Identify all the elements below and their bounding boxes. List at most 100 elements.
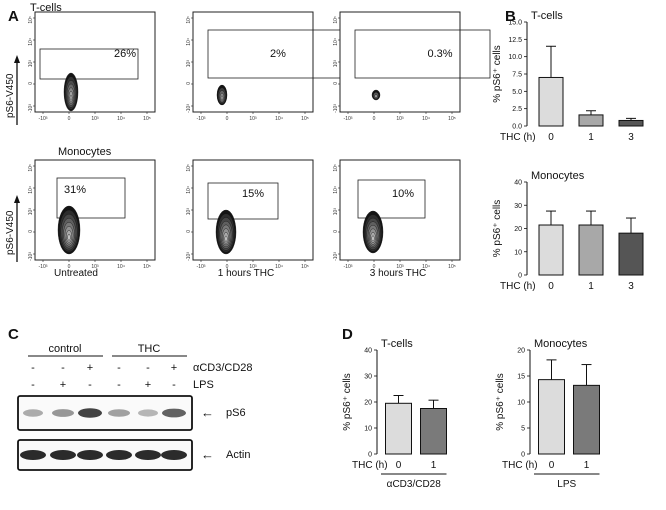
x-tick-label: 0	[548, 281, 554, 292]
gate	[354, 29, 491, 79]
plot-frame	[339, 159, 461, 261]
x-tick-label: -10³	[39, 264, 48, 270]
bar-chart-b-bottom: Monocytes 0 10 20 30 40 % pS6⁺ cells 0 1 3 THC (h)	[492, 170, 644, 292]
row-label-lps: LPS	[193, 379, 214, 391]
x-tick-label: 10⁵	[448, 264, 456, 270]
ps6-band-lane-5	[138, 409, 158, 417]
chart-title: Monocytes	[531, 170, 585, 182]
x-tick-label: 10⁵	[143, 264, 151, 270]
flow-plot-tcell-2: 10⁵ 10⁴ 10³ 0 -10³ -10³ 0 10³ 10⁴ 10⁵ 0.3%	[333, 11, 491, 122]
gate	[39, 48, 139, 80]
x-axis-label: THC (h)	[502, 460, 538, 471]
y-tick-label: -10³	[333, 252, 339, 261]
x-tick-label: 0	[373, 116, 376, 122]
x-tick-label: 0	[226, 264, 229, 270]
condition-label-untreated: Untreated	[54, 268, 98, 279]
y-tick-label: -10³	[333, 104, 339, 113]
bar-3	[618, 232, 644, 276]
panel-letter-b: B	[505, 8, 516, 25]
bar-0	[538, 224, 564, 276]
y-tick-label: 20	[517, 348, 525, 355]
group-label-thc: THC	[138, 343, 161, 355]
y-tick-label: 20	[364, 400, 372, 407]
x-tick-label: 0	[226, 116, 229, 122]
y-tick-label: 5.0	[512, 89, 522, 96]
lps-sign-lane-3: -	[88, 379, 92, 391]
bar-1	[578, 114, 604, 127]
y-tick-label: 30	[514, 203, 522, 210]
y-tick-label: 0	[28, 82, 34, 85]
bar-charts: T-cells 0.0 2.5 5.0 7.5 10.0 12.5 15.0 % pS6⁺ ce…	[342, 10, 644, 490]
population-contour	[216, 84, 228, 106]
y-tick-label: 0	[518, 273, 522, 280]
y-axis-label: % pS6⁺ cells	[492, 45, 503, 103]
flow-plot-mono-0: 10⁵ 10⁴ 10³ 0 -10³ -10³ 0 10³ 10⁴ 10⁵ 31%	[28, 159, 156, 270]
gate-percent: 0.3%	[427, 48, 452, 60]
x-tick-label: 10³	[249, 264, 257, 270]
y-tick-label: 10⁴	[28, 186, 34, 194]
arrow-ps6: ←	[201, 405, 214, 420]
plot-frame	[192, 159, 314, 261]
y-tick-label: 10⁴	[28, 38, 34, 46]
x-tick-label: 10⁵	[448, 116, 456, 122]
bar-1	[578, 224, 604, 276]
y-tick-label: 0	[521, 452, 525, 459]
x-tick-label: 0	[396, 460, 402, 471]
y-tick-label: 10⁵	[186, 16, 192, 24]
x-tick-label: 1	[431, 460, 437, 471]
actin-band-lane-4	[106, 450, 132, 460]
population-contour	[57, 205, 81, 255]
x-tick-label: -10³	[39, 116, 48, 122]
x-tick-label: -10³	[344, 264, 353, 270]
x-axis-label: THC (h)	[352, 460, 388, 471]
ps6-band-lane-2	[52, 409, 74, 417]
condition-label-1h: 1 hours THC	[218, 268, 275, 279]
y-tick-label: 12.5	[508, 37, 522, 44]
bar-0	[385, 402, 412, 455]
y-label-ps6-v450-2: pS6-V450	[5, 210, 16, 255]
acd3-sign-lane-3: +	[87, 362, 93, 374]
flow-row-label-tcells: T-cells	[30, 2, 62, 14]
group-label-control: control	[48, 343, 81, 355]
x-tick-label: 3	[628, 132, 634, 143]
ps6-band-lane-4	[108, 409, 130, 417]
plot-frame	[192, 11, 314, 113]
acd3-sign-lane-5: -	[146, 362, 150, 374]
ps6-band-lane-1	[23, 409, 43, 417]
y-axis-label: % pS6⁺ cells	[495, 373, 506, 431]
actin-band-lane-3	[77, 450, 103, 460]
x-tick-label: -10³	[197, 264, 206, 270]
y-tick-label: 10³	[186, 60, 192, 68]
y-axis-label: % pS6⁺ cells	[492, 200, 503, 258]
flow-plot-tcell-0: 10⁵ 10⁴ 10³ 0 -10³ -10³ 0 10³ 10⁴ 10⁵ 26%	[28, 11, 156, 122]
y-tick-label: 0	[333, 82, 339, 85]
y-tick-label: 10⁵	[333, 16, 339, 24]
population-contour	[215, 209, 237, 255]
x-tick-label: 10³	[91, 116, 99, 122]
y-label-ps6-v450-1: pS6-V450	[5, 73, 16, 118]
y-tick-label: 0	[186, 82, 192, 85]
acd3-sign-lane-6: +	[171, 362, 177, 374]
y-tick-label: 10³	[186, 208, 192, 216]
condition-label-3h: 3 hours THC	[370, 268, 427, 279]
y-tick-label: 0	[333, 230, 339, 233]
y-axis-label: % pS6⁺ cells	[342, 373, 353, 431]
panel-letter-a: A	[8, 8, 19, 25]
y-tick-label: -10³	[186, 252, 192, 261]
actin-band-lane-2	[50, 450, 76, 460]
arrow-actin: ←	[201, 447, 214, 462]
y-tick-label: 10⁵	[28, 164, 34, 172]
y-tick-label: 10	[517, 400, 525, 407]
acd3-sign-lane-1: -	[31, 362, 35, 374]
bar-0	[538, 379, 565, 455]
y-tick-label: 0.0	[512, 124, 522, 131]
x-tick-label: 10³	[396, 264, 404, 270]
bar-chart-d-left: T-cells 0 10 20 30 40 % pS6⁺ cells 0 1 THC (h) αCD…	[342, 338, 447, 490]
x-tick-label: 1	[588, 132, 594, 143]
y-tick-label: -10³	[186, 104, 192, 113]
x-tick-label: 10⁴	[117, 264, 125, 270]
x-tick-label: 0	[549, 460, 555, 471]
x-tick-label: -10³	[344, 116, 353, 122]
y-tick-label: 10³	[28, 208, 34, 216]
